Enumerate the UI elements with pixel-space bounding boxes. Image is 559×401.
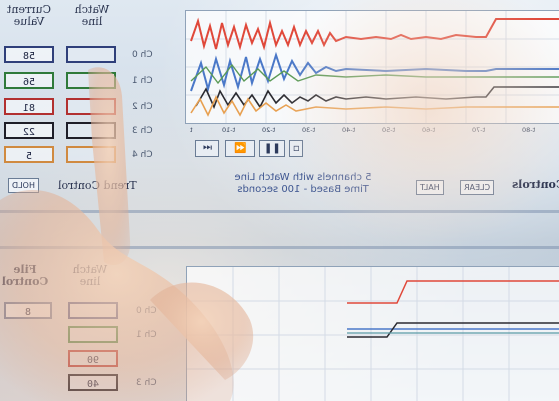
halt-button[interactable]: HALT — [416, 180, 444, 195]
tick-t60: t-60 — [422, 126, 436, 134]
tick-t: t — [190, 126, 193, 134]
panel-divider-1 — [0, 210, 559, 213]
skip-start-button[interactable]: ⏮ — [195, 140, 219, 157]
trend-plot — [185, 10, 559, 124]
bottom-ch1-label: Ch 1 — [136, 330, 157, 340]
step-button[interactable]: ▫ — [289, 140, 303, 157]
ch2-current-value: 81 — [4, 98, 54, 115]
ch2-watch-input[interactable] — [66, 98, 116, 115]
rewind-button[interactable]: ⏪ — [225, 140, 255, 157]
ch3-watch-input[interactable] — [66, 122, 116, 139]
tick-t50: t-50 — [382, 126, 396, 134]
bottom-trend-plot — [186, 266, 559, 401]
bottom-dark-trace — [347, 322, 559, 338]
file-control-header: File Control — [1, 263, 49, 288]
tick-t40: t-40 — [342, 126, 356, 134]
red-trace — [190, 17, 559, 51]
ch4-current-value: 5 — [4, 146, 54, 163]
ch0-label: Ch 0 — [132, 50, 153, 60]
bottom-ch2-watch-input[interactable]: 90 — [68, 350, 118, 367]
trend-traces — [186, 11, 559, 123]
clear-button[interactable]: CLEAR — [460, 180, 495, 195]
bottom-red-trace — [347, 280, 559, 304]
watch-line-header: Watch line — [74, 3, 110, 28]
trend-control-label: Trend Control — [58, 179, 137, 192]
orange-trace — [190, 95, 559, 117]
tick-t70: t-70 — [472, 126, 486, 134]
panel-divider-2 — [0, 246, 559, 249]
bottom-ch1-watch-input[interactable] — [68, 326, 118, 343]
rewind-icon: ⏪ — [233, 143, 247, 154]
top-panel: Current Value Watch line 58 56 81 22 5 C… — [4, 3, 559, 195]
tick-t30: t-30 — [302, 126, 316, 134]
tick-t20: t-20 — [262, 126, 276, 134]
ch2-label: Ch 2 — [132, 102, 153, 112]
ch1-current-value: 56 — [4, 72, 54, 89]
pause-icon: ❚❚ — [263, 143, 281, 154]
bottom-traces — [187, 267, 559, 401]
step-icon: ▫ — [292, 143, 300, 154]
caption-channels: 5 channels with Watch Line Time Based - … — [234, 172, 372, 195]
ch1-watch-input[interactable] — [66, 72, 116, 89]
current-value-header: Current Value — [6, 3, 52, 28]
bottom-ch0-label: Ch 0 — [136, 306, 157, 316]
tick-t80: t-80 — [522, 126, 536, 134]
ch0-watch-input[interactable] — [66, 46, 116, 63]
ch1-label: Ch 1 — [132, 76, 153, 86]
ch4-watch-input[interactable] — [66, 146, 116, 163]
bottom-ch0-watch-input[interactable] — [68, 302, 118, 319]
green-trace — [190, 63, 559, 85]
bottom-ch3-label: Ch 3 — [136, 378, 157, 388]
tick-t10: t-10 — [222, 126, 236, 134]
ch0-current-value: 58 — [4, 46, 54, 63]
ch3-current-value: 22 — [4, 122, 54, 139]
bottom-ch3-watch-input[interactable]: 40 — [68, 374, 118, 391]
skip-icon: ⏮ — [202, 143, 212, 154]
hold-button[interactable]: HOLD — [8, 178, 39, 193]
pause-button[interactable]: ❚❚ — [259, 140, 285, 157]
ch4-label: Ch 4 — [132, 150, 153, 160]
bottom-watch-header: Watch line — [72, 263, 108, 288]
file-box-0[interactable]: 8 — [4, 302, 52, 319]
ch3-label: Ch 3 — [132, 126, 153, 136]
blue-trace — [190, 51, 559, 93]
controls-label: Controls — [512, 178, 559, 191]
